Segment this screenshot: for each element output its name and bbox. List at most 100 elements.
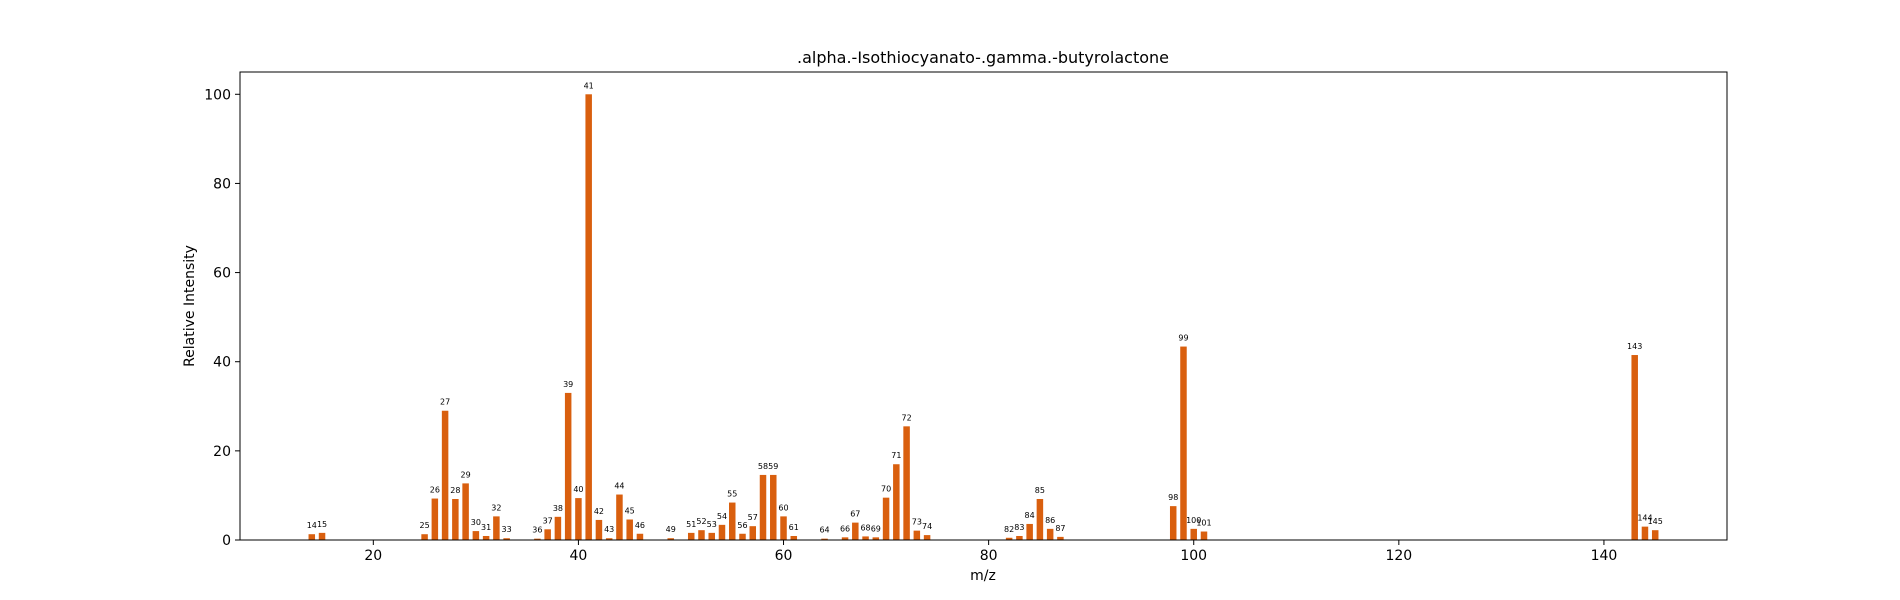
bar-label-mz-98: 98 xyxy=(1168,493,1178,502)
bar-label-mz-37: 37 xyxy=(543,516,553,525)
bar-mz-86 xyxy=(1046,528,1054,540)
bar-mz-145 xyxy=(1651,530,1659,540)
bar-label-mz-42: 42 xyxy=(594,507,604,516)
bar-label-mz-44: 44 xyxy=(614,482,624,491)
bar-label-mz-56: 56 xyxy=(737,521,747,530)
bar-label-mz-74: 74 xyxy=(922,522,932,531)
bar-label-mz-72: 72 xyxy=(901,413,911,422)
bar-label-mz-33: 33 xyxy=(502,525,512,534)
bar-mz-38 xyxy=(554,516,562,540)
bar-label-mz-55: 55 xyxy=(727,490,737,499)
bar-mz-29 xyxy=(462,483,469,540)
bar-mz-74 xyxy=(923,535,931,540)
bar-mz-51 xyxy=(687,532,695,540)
y-axis-ticks: 0 20 40 60 80 100 xyxy=(204,87,240,549)
bar-label-mz-64: 64 xyxy=(819,526,829,535)
bar-mz-71 xyxy=(893,464,900,540)
bar-mz-56 xyxy=(739,533,746,540)
bar-label-mz-66: 66 xyxy=(840,524,850,533)
bar-mz-54 xyxy=(718,524,726,540)
bar-mz-72 xyxy=(903,426,910,540)
y-tick-label-80: 80 xyxy=(213,176,231,192)
bar-mz-68 xyxy=(862,536,869,540)
bar-mz-36 xyxy=(534,538,541,540)
bar-mz-42 xyxy=(595,519,603,540)
y-tick-label-40: 40 xyxy=(213,355,231,371)
bar-label-mz-27: 27 xyxy=(440,398,450,407)
bar-mz-44 xyxy=(616,494,623,540)
bar-label-mz-67: 67 xyxy=(850,510,860,519)
bar-label-mz-29: 29 xyxy=(461,470,471,479)
bar-mz-39 xyxy=(564,392,572,540)
bar-mz-57 xyxy=(749,526,757,540)
chart-title: .alpha.-Isothiocyanato-.gamma.-butyrolac… xyxy=(797,48,1169,67)
bar-mz-43 xyxy=(605,538,613,540)
bar-mz-46 xyxy=(636,533,644,540)
bar-mz-60 xyxy=(780,516,787,540)
bar-mz-87 xyxy=(1057,536,1064,540)
bar-label-mz-86: 86 xyxy=(1045,516,1055,525)
bar-mz-67 xyxy=(852,522,859,540)
x-tick-label-60: 60 xyxy=(775,548,793,564)
bar-label-mz-14: 14 xyxy=(307,521,317,530)
bar-label-mz-70: 70 xyxy=(881,485,891,494)
bar-label-mz-73: 73 xyxy=(912,518,922,527)
bar-mz-58 xyxy=(759,474,767,540)
bar-mz-40 xyxy=(575,498,582,540)
bar-label-mz-58: 58 xyxy=(758,462,768,471)
bar-mz-15 xyxy=(318,532,326,540)
bar-mz-143 xyxy=(1631,355,1638,540)
bar-mz-41 xyxy=(585,94,592,540)
bar-mz-73 xyxy=(913,530,921,540)
y-tick-label-0: 0 xyxy=(222,533,231,549)
bar-label-mz-36: 36 xyxy=(532,526,542,535)
bar-mz-45 xyxy=(626,519,633,540)
bar-mz-99 xyxy=(1180,346,1187,540)
bar-label-mz-60: 60 xyxy=(778,503,788,512)
bar-label-mz-40: 40 xyxy=(573,485,583,494)
bar-mz-25 xyxy=(421,534,428,540)
bar-mz-59 xyxy=(770,474,777,540)
x-tick-label-140: 140 xyxy=(1591,548,1618,564)
bar-label-mz-145: 145 xyxy=(1648,517,1663,526)
x-axis-label: m/z xyxy=(970,568,996,584)
bar-mz-70 xyxy=(882,497,890,540)
x-tick-label-80: 80 xyxy=(980,548,998,564)
bar-label-mz-54: 54 xyxy=(717,512,727,521)
y-axis-label: Relative Intensity xyxy=(182,245,198,367)
bar-label-mz-15: 15 xyxy=(317,520,327,529)
bar-label-mz-84: 84 xyxy=(1025,511,1035,520)
bar-mz-27 xyxy=(441,410,449,540)
bar-mz-69 xyxy=(872,537,880,540)
bar-label-mz-69: 69 xyxy=(871,524,881,533)
bar-label-mz-51: 51 xyxy=(686,520,696,529)
bar-label-mz-45: 45 xyxy=(625,507,635,516)
bar-label-mz-28: 28 xyxy=(450,486,460,495)
bar-label-mz-57: 57 xyxy=(748,513,758,522)
bar-mz-14 xyxy=(308,534,316,540)
bars-group xyxy=(308,94,1659,540)
bar-mz-26 xyxy=(431,498,439,540)
bar-mz-83 xyxy=(1016,535,1023,540)
bar-label-mz-82: 82 xyxy=(1004,525,1014,534)
bar-mz-64 xyxy=(821,538,828,540)
x-tick-label-40: 40 xyxy=(570,548,588,564)
bar-label-mz-71: 71 xyxy=(891,451,901,460)
bar-label-mz-31: 31 xyxy=(481,523,491,532)
bar-mz-52 xyxy=(698,530,705,540)
bar-label-mz-143: 143 xyxy=(1627,342,1642,351)
bar-mz-30 xyxy=(472,531,480,540)
bar-label-mz-61: 61 xyxy=(789,523,799,532)
bar-label-mz-49: 49 xyxy=(666,525,676,534)
bar-mz-31 xyxy=(482,535,490,540)
bar-label-mz-100: 100 xyxy=(1186,516,1201,525)
x-tick-label-20: 20 xyxy=(364,548,382,564)
bar-mz-61 xyxy=(790,535,798,540)
bar-label-mz-99: 99 xyxy=(1178,334,1188,343)
bar-mz-98 xyxy=(1169,506,1177,540)
bar-label-mz-25: 25 xyxy=(419,521,429,530)
bar-mz-49 xyxy=(667,538,674,540)
bar-mz-55 xyxy=(729,502,736,540)
bar-mz-85 xyxy=(1036,498,1044,540)
